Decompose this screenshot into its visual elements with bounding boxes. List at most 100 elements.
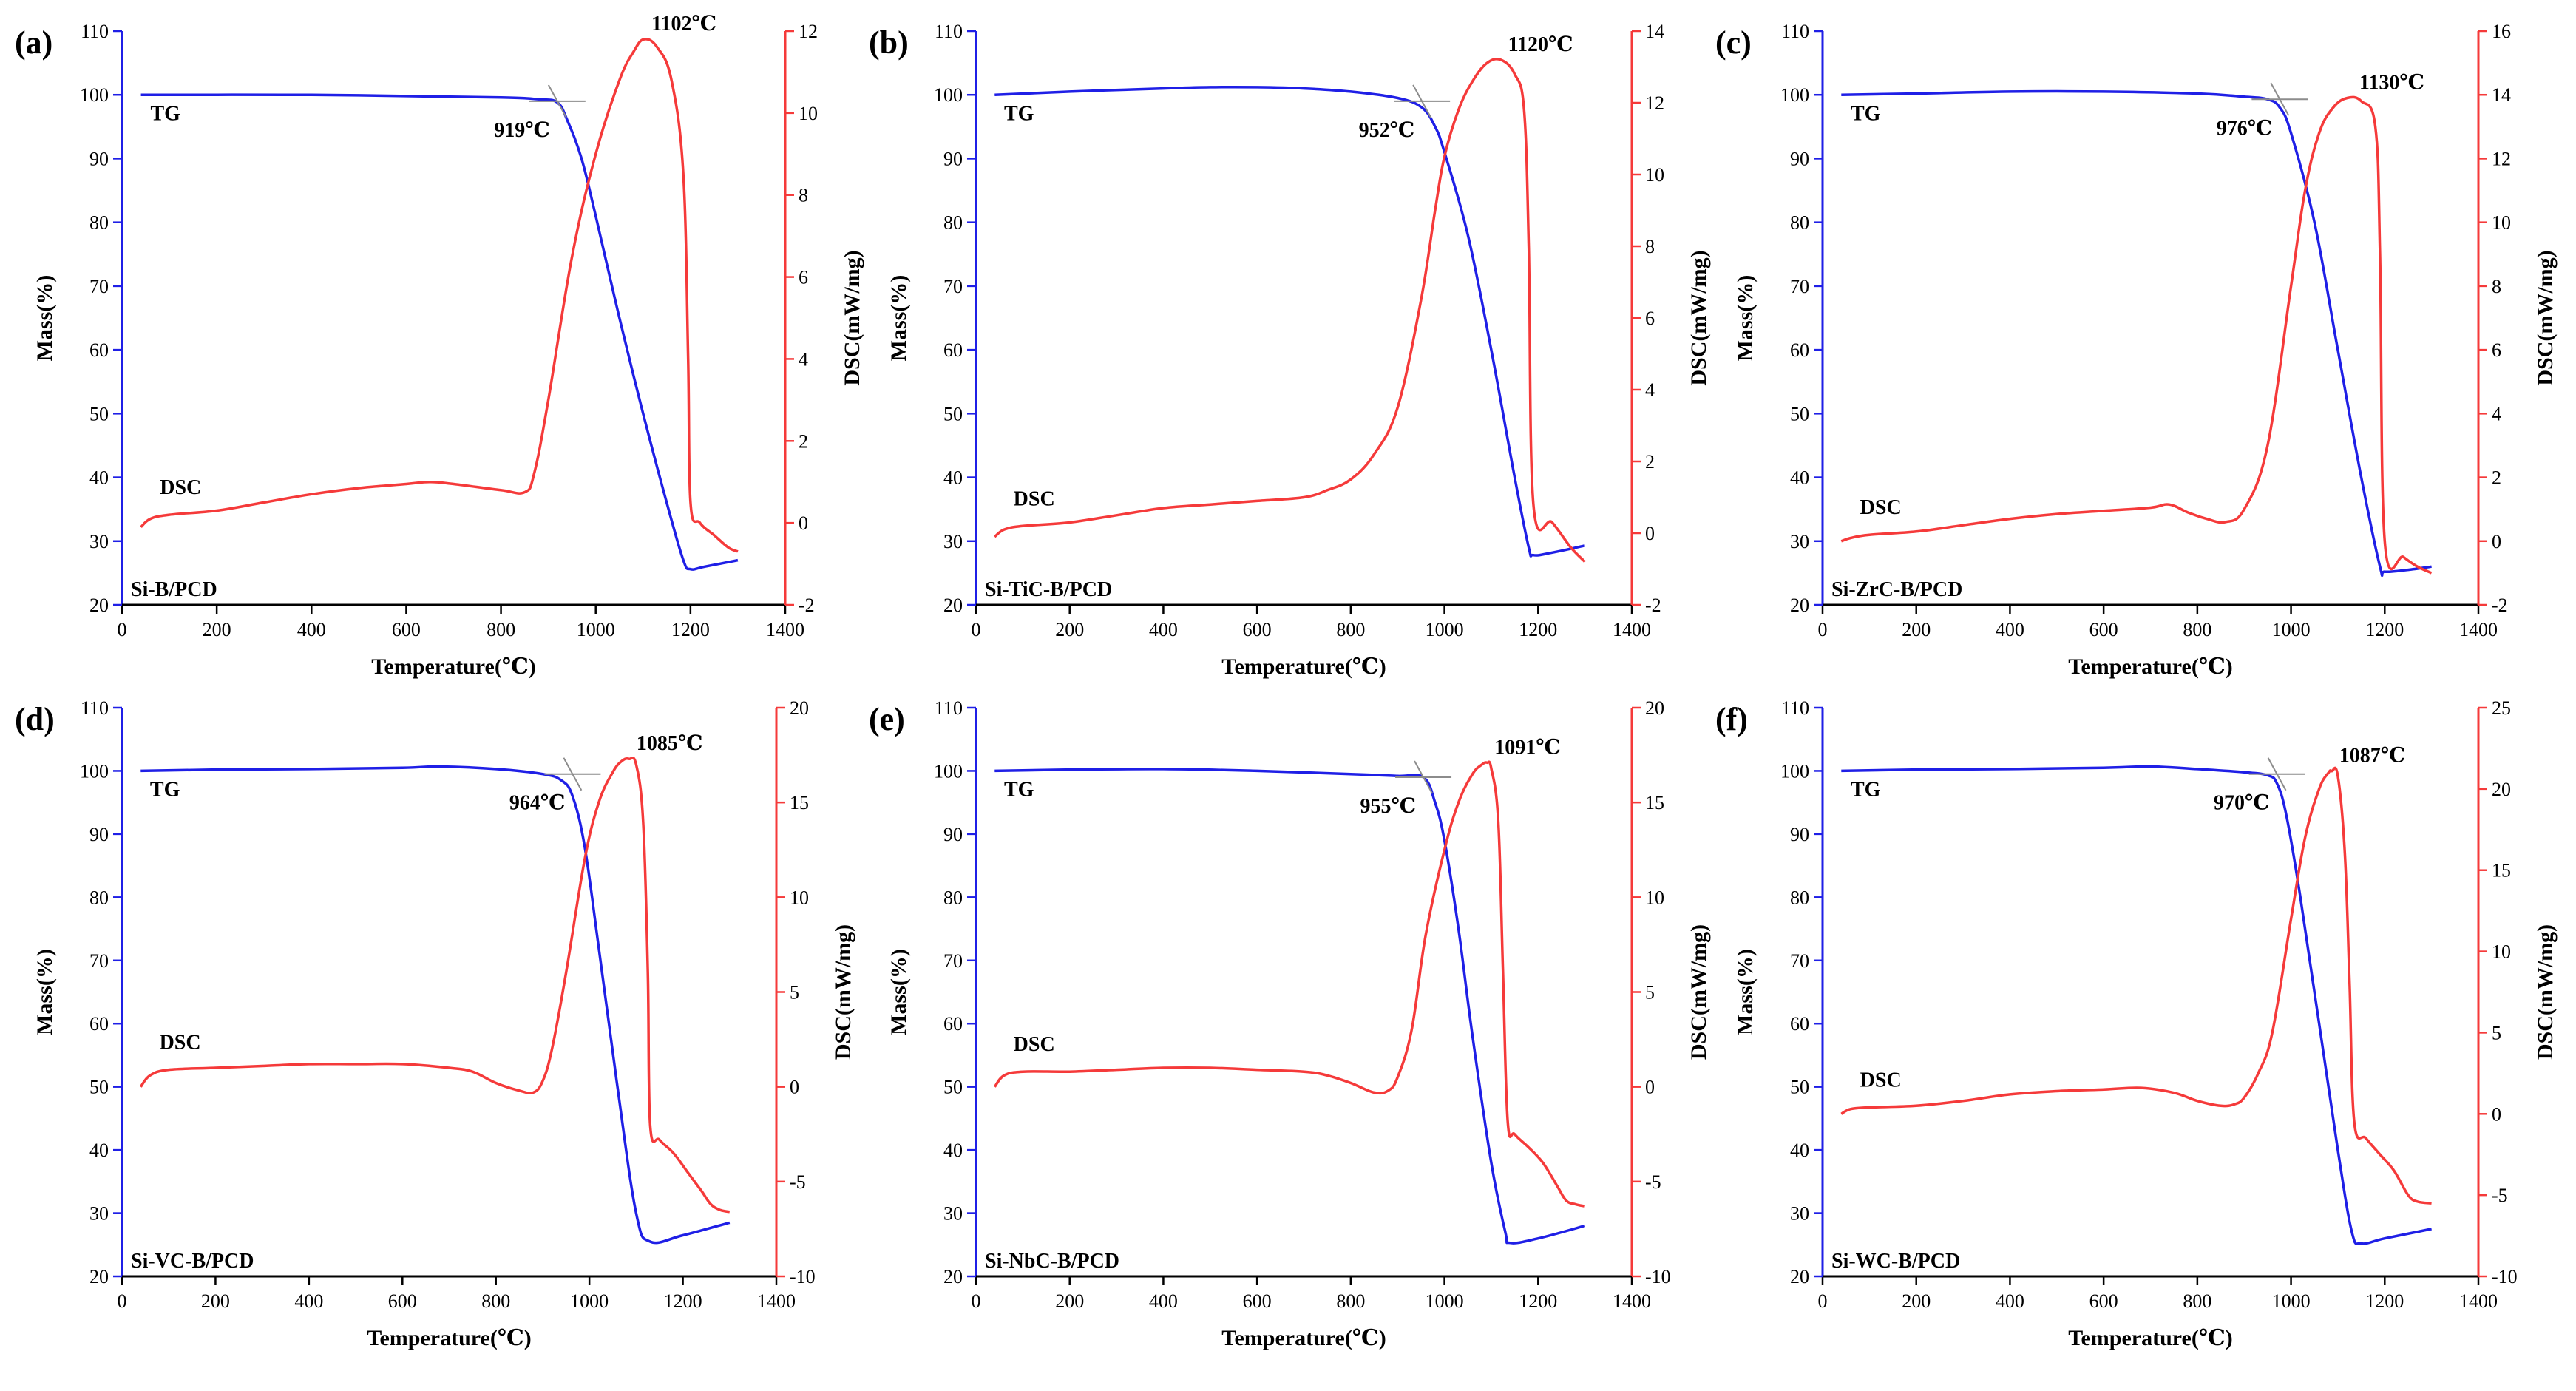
dsc-series-label: DSC (1014, 1033, 1055, 1056)
x-tick-label: 1200 (671, 619, 710, 640)
onset-temperature-label: 964℃ (509, 792, 566, 815)
right-y-tick-label: 15 (790, 792, 809, 813)
tg-series-label: TG (150, 779, 180, 802)
left-y-tick-label: 100 (934, 760, 963, 782)
right-y-tick-label: 8 (799, 185, 808, 206)
tg-curve (1841, 89, 2432, 578)
left-y-tick-label: 20 (1790, 1266, 1809, 1287)
left-y-tick-label: 110 (935, 697, 963, 719)
x-tick-label: 1400 (2459, 619, 2498, 640)
left-y-tick-label: 70 (89, 276, 109, 297)
left-y-tick-label: 60 (89, 1013, 109, 1035)
left-y-tick-label: 70 (1790, 276, 1809, 297)
dsc-series-label: DSC (1860, 1069, 1902, 1092)
x-tick-label: 800 (1336, 619, 1365, 640)
left-y-tick-label: 80 (943, 212, 963, 234)
x-tick-label: 400 (1149, 619, 1178, 640)
left-axis-title: Mass(%) (1733, 275, 1758, 362)
sample-label: Si-B/PCD (131, 578, 217, 601)
panel-label: (b) (869, 24, 909, 61)
dsc-curve (139, 757, 731, 1214)
left-y-tick-label: 70 (943, 276, 963, 297)
right-y-tick-label: 2 (2492, 467, 2501, 489)
peak-temperature-label: 1120℃ (1508, 33, 1573, 56)
left-y-tick-label: 100 (80, 84, 109, 106)
left-y-tick-label: 90 (943, 148, 963, 169)
onset-temperature-label: 952℃ (1359, 119, 1415, 142)
right-y-tick-label: 4 (799, 348, 808, 370)
right-y-tick-label: -10 (1645, 1266, 1671, 1287)
right-axis-title: DSC(mW/mg) (1687, 924, 1711, 1060)
chart-panel-c: 0 200 400 600 800 1000 1200 1400203040506070809… (1715, 21, 2558, 679)
right-y-tick-label: 10 (799, 103, 818, 124)
left-y-tick-label: 40 (943, 467, 963, 489)
left-y-tick-label: 20 (1790, 595, 1809, 616)
left-y-tick-label: 90 (89, 148, 109, 169)
left-y-tick-label: 100 (934, 84, 963, 106)
panel-label: (a) (15, 24, 52, 61)
left-y-tick-label: 40 (1790, 1140, 1809, 1161)
x-tick-label: 400 (297, 619, 326, 640)
left-y-tick-label: 20 (89, 1266, 109, 1287)
x-tick-label: 200 (201, 1290, 230, 1312)
chart-panel-e: 0 200 400 600 800 1000 1200 1400203040506070809… (869, 697, 1711, 1350)
left-y-tick-label: 30 (1790, 1203, 1809, 1225)
sample-label: Si-WC-B/PCD (1831, 1250, 1960, 1273)
right-y-tick-label: 12 (1645, 92, 1664, 114)
tg-curve (140, 765, 731, 1245)
left-y-tick-label: 110 (81, 21, 109, 42)
right-y-tick-label: 0 (790, 1077, 799, 1098)
right-y-tick-label: 0 (2492, 531, 2501, 552)
left-y-tick-label: 80 (89, 212, 109, 234)
left-y-tick-label: 70 (943, 950, 963, 972)
right-y-tick-label: 2 (1645, 451, 1655, 473)
left-y-tick-label: 110 (1781, 21, 1809, 42)
left-y-tick-label: 20 (89, 595, 109, 616)
right-axis-title: DSC(mW/mg) (1687, 250, 1711, 385)
tg-series-label: TG (150, 103, 180, 126)
x-tick-label: 400 (1996, 619, 2024, 640)
right-y-tick-label: 10 (1645, 164, 1664, 186)
right-y-tick-label: 5 (790, 982, 799, 1004)
right-y-tick-label: 20 (2492, 779, 2511, 800)
left-y-tick-label: 80 (1790, 887, 1809, 908)
dsc-curve (1840, 95, 2433, 575)
left-y-tick-label: 110 (81, 697, 109, 719)
right-y-tick-label: 6 (2492, 339, 2501, 361)
x-tick-label: 600 (2089, 619, 2118, 640)
x-axis-title: Temperature(℃) (371, 654, 536, 679)
dsc-series-label: DSC (1860, 496, 1902, 519)
left-y-tick-label: 60 (1790, 339, 1809, 361)
left-axis-title: Mass(%) (33, 949, 57, 1035)
right-y-tick-label: -2 (2492, 595, 2508, 616)
chart-panel-b: 0 200 400 600 800 1000 1200 1400203040506070809… (869, 21, 1711, 679)
right-y-tick-label: -5 (2492, 1185, 2508, 1206)
sample-label: Si-TiC-B/PCD (985, 578, 1112, 601)
dsc-curve (1840, 766, 2432, 1205)
right-y-tick-label: 20 (1645, 697, 1664, 719)
onset-marker-d (2267, 757, 2287, 791)
x-axis-title: Temperature(℃) (1221, 654, 1386, 679)
left-y-tick-label: 110 (1781, 697, 1809, 719)
dsc-series-label: DSC (160, 1032, 201, 1055)
x-tick-label: 0 (118, 619, 127, 640)
right-y-tick-label: -5 (790, 1171, 806, 1193)
onset-marker-d (2270, 82, 2290, 116)
x-tick-label: 1400 (1613, 619, 1651, 640)
right-y-tick-label: 10 (2492, 941, 2511, 963)
right-y-tick-label: 4 (1645, 379, 1655, 401)
left-y-tick-label: 40 (89, 467, 109, 489)
onset-temperature-label: 955℃ (1360, 795, 1416, 818)
x-axis-title: Temperature(℃) (2068, 1326, 2233, 1350)
onset-temperature-label: 919℃ (494, 119, 550, 142)
x-tick-label: 600 (2089, 1290, 2118, 1312)
left-y-tick-label: 50 (1790, 403, 1809, 424)
onset-marker-d (1412, 84, 1432, 118)
left-y-tick-label: 50 (943, 1077, 963, 1098)
right-y-tick-label: 2 (799, 430, 808, 452)
x-tick-label: 0 (1818, 1290, 1828, 1312)
right-y-tick-label: 12 (799, 21, 818, 42)
panel-label: (e) (869, 701, 905, 737)
x-tick-label: 400 (1996, 1290, 2024, 1312)
right-y-tick-label: 25 (2492, 697, 2511, 719)
